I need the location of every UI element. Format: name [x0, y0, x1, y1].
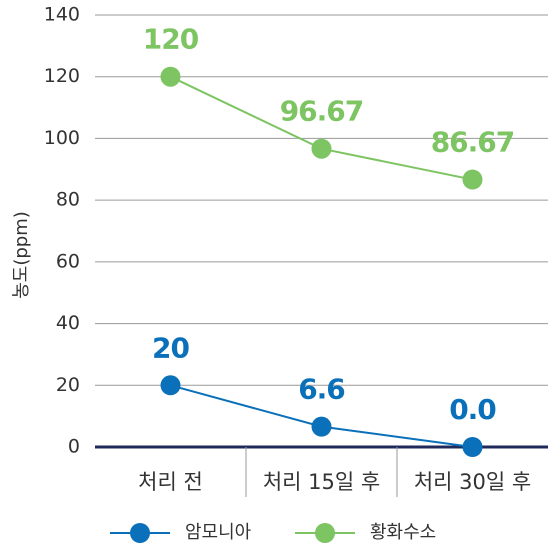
y-tick-label: 20: [56, 374, 80, 396]
data-label: 86.67: [431, 126, 515, 159]
y-tick-label: 40: [56, 312, 80, 334]
y-axis-label: 농도(ppm): [11, 211, 32, 299]
data-point: [160, 375, 181, 396]
data-point: [311, 138, 332, 159]
x-tick-label: 처리 15일 후: [263, 470, 380, 494]
y-tick-label: 120: [44, 65, 80, 87]
data-label: 0.0: [449, 393, 496, 426]
legend-label: 암모니아: [185, 522, 252, 543]
data-point: [160, 66, 181, 87]
data-label: 6.6: [298, 373, 345, 406]
series-line: [170, 75, 473, 181]
data-label: 96.67: [280, 95, 364, 128]
legend-marker: [130, 523, 150, 543]
data-point: [462, 169, 483, 190]
legend-label: 황화수소: [370, 522, 436, 543]
y-tick-label: 60: [56, 250, 80, 272]
y-tick-label: 140: [44, 4, 80, 26]
data-label: 20: [152, 331, 189, 364]
x-tick-label: 처리 전: [138, 470, 203, 494]
data-point: [311, 416, 332, 437]
legend-marker: [315, 523, 335, 543]
data-point: [462, 437, 483, 457]
y-tick-label: 80: [56, 189, 80, 211]
data-label: 120: [143, 23, 199, 56]
y-tick-label: 0: [68, 436, 80, 458]
x-tick-label: 처리 30일 후: [414, 470, 531, 494]
y-tick-label: 100: [44, 127, 80, 149]
